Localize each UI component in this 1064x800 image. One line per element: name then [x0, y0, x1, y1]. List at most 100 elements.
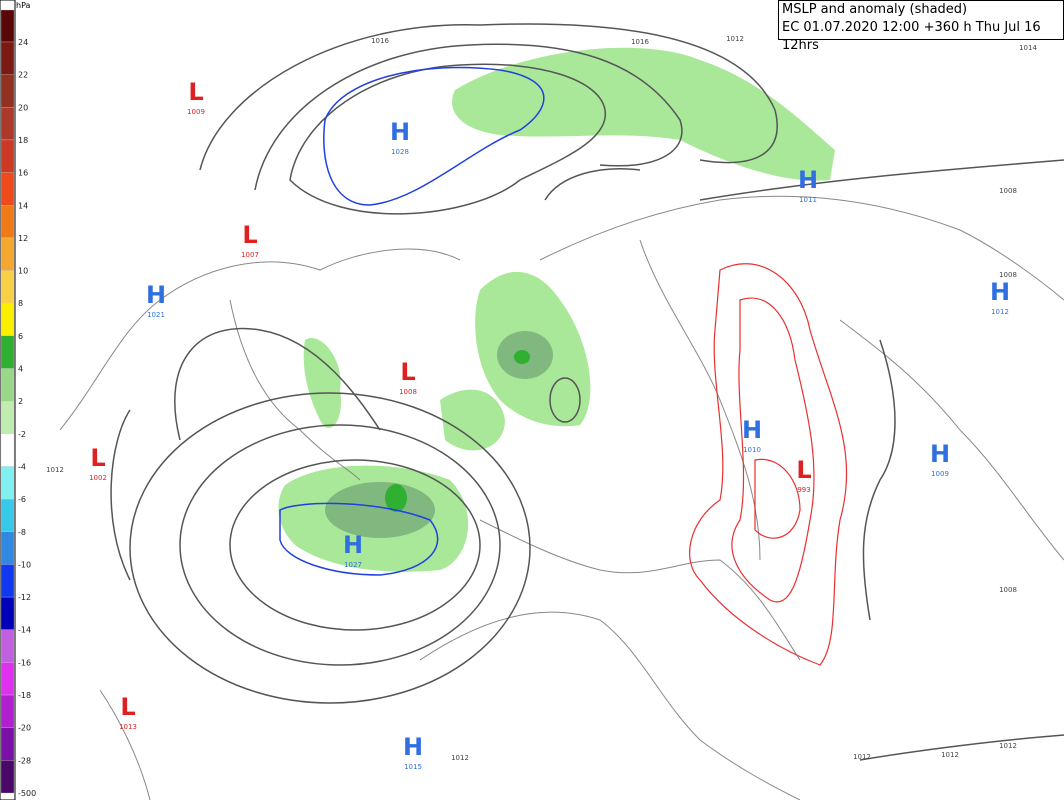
center-letter: H — [798, 166, 818, 194]
center-pressure: 1002 — [89, 474, 107, 482]
colorbar-label: -8 — [18, 528, 26, 537]
colorbar-label: -12 — [18, 593, 31, 602]
colorbar-segment — [0, 139, 15, 173]
colorbar-segment — [0, 335, 15, 369]
colorbar-label: 24 — [18, 38, 28, 47]
colorbar-label: 2 — [18, 397, 23, 406]
high-pressure-isobar — [323, 66, 545, 206]
colorbar-segment — [0, 694, 15, 728]
colorbar-segment — [0, 498, 15, 532]
colorbar-segment — [0, 303, 15, 337]
colorbar-label: -2 — [18, 430, 26, 439]
colorbar-segment — [0, 9, 15, 43]
isobar-label: 1012 — [853, 753, 871, 761]
isobar-label: 1012 — [941, 751, 959, 759]
center-pressure: 1007 — [241, 251, 259, 259]
center-pressure: 1015 — [404, 763, 422, 771]
strong-anomaly-shading — [325, 331, 553, 538]
title-box: MSLP and anomaly (shaded) EC 01.07.2020 … — [778, 0, 1064, 53]
colorbar-label: 4 — [18, 365, 23, 374]
isobars — [110, 23, 1064, 761]
center-letter: H — [930, 440, 950, 468]
colorbar-label: 12 — [18, 234, 28, 243]
peak-anomaly-shading — [385, 350, 530, 512]
low-pressure-isobars — [689, 263, 848, 666]
colorbar-unit: hPa — [16, 1, 31, 10]
center-letter: L — [188, 78, 203, 106]
colorbar-label: 10 — [18, 267, 28, 276]
colorbar-label: -6 — [18, 495, 26, 504]
center-pressure: 1011 — [799, 196, 817, 204]
center-letter: L — [120, 693, 135, 721]
isobar-label: 1014 — [1019, 44, 1037, 52]
center-pressure: 1013 — [119, 723, 137, 731]
colorbar-segment — [0, 205, 15, 239]
center-letter: H — [390, 118, 410, 146]
center-letter: H — [343, 531, 363, 559]
center-letter: H — [146, 281, 166, 309]
colorbar-segment — [0, 727, 15, 761]
title: MSLP and anomaly (shaded) — [782, 2, 968, 17]
colorbar-segment — [0, 172, 15, 206]
colorbar-segment — [0, 237, 15, 271]
colorbar-label: -14 — [18, 626, 31, 635]
colorbar-segment — [0, 466, 15, 500]
colorbar-segment — [0, 433, 15, 467]
center-letter: H — [742, 416, 762, 444]
isobar-label: 1012 — [451, 754, 469, 762]
colorbar-label: -20 — [18, 724, 31, 733]
colorbar-label: 14 — [18, 201, 28, 210]
center-letter: H — [990, 278, 1010, 306]
center-letter: L — [796, 456, 811, 484]
center-letter: L — [90, 444, 105, 472]
center-pressure: 1009 — [931, 470, 949, 478]
subtitle: EC 01.07.2020 12:00 +360 h Thu Jul 16 12… — [782, 20, 1041, 53]
center-pressure: 1027 — [344, 561, 362, 569]
colorbar-label: 6 — [18, 332, 23, 341]
isobar-label: 1008 — [999, 586, 1017, 594]
center-pressure: 993 — [797, 486, 810, 494]
center-pressure: 1008 — [399, 388, 417, 396]
high-pressure-isobar — [279, 502, 439, 576]
center-letter: L — [400, 358, 415, 386]
center-letter: H — [403, 733, 423, 761]
colorbar-label: 18 — [18, 136, 28, 145]
colorbar-label: 8 — [18, 299, 23, 308]
center-pressure: 1021 — [147, 311, 165, 319]
center-pressure: 1012 — [991, 308, 1009, 316]
colorbar-segment — [0, 629, 15, 663]
colorbar-segment — [0, 662, 15, 696]
colorbar-label: 22 — [18, 71, 28, 80]
isobar-label: 1016 — [371, 37, 389, 45]
colorbar-segment — [0, 596, 15, 630]
colorbar-segment — [0, 107, 15, 141]
colorbar-segment — [0, 41, 15, 75]
isobar-label: 1016 — [631, 38, 649, 46]
center-pressure: 1028 — [391, 148, 409, 156]
isobar-labels: 1016 1016 1012 1014 1008 1008 1008 1012 1012 1012… — [46, 35, 1037, 762]
center-letter: L — [242, 221, 257, 249]
colorbar-segment — [0, 270, 15, 304]
colorbar-segment — [0, 74, 15, 108]
isobar-label: 1012 — [46, 466, 64, 474]
center-pressure: 1009 — [187, 108, 205, 116]
pressure-centers: L 1009 H 1028 L 1007 H 1021 L 1008 L 1002 H 1027 H 1011… — [89, 78, 1010, 771]
colorbar-segment — [0, 401, 15, 434]
colorbar-label: -28 — [18, 756, 31, 765]
isobar-label: 1008 — [999, 271, 1017, 279]
colorbar-segment — [0, 564, 15, 598]
colorbar-label: 16 — [18, 169, 28, 178]
colorbar-segment — [0, 760, 15, 794]
colorbar: hPa 24 22 20 18 16 14 12 10 8 6 4 2 -2 -4 -6 -8 -10 -12 -1… — [0, 0, 36, 800]
colorbar-segment — [0, 531, 15, 565]
center-pressure: 1010 — [743, 446, 761, 454]
colorbar-label: 20 — [18, 103, 28, 112]
isobar-label: 1008 — [999, 187, 1017, 195]
colorbar-segment — [0, 368, 15, 402]
colorbar-label: -4 — [18, 462, 26, 471]
colorbar-label: -10 — [18, 560, 31, 569]
colorbar-label: -500 — [18, 789, 36, 798]
colorbar-label: -16 — [18, 658, 31, 667]
